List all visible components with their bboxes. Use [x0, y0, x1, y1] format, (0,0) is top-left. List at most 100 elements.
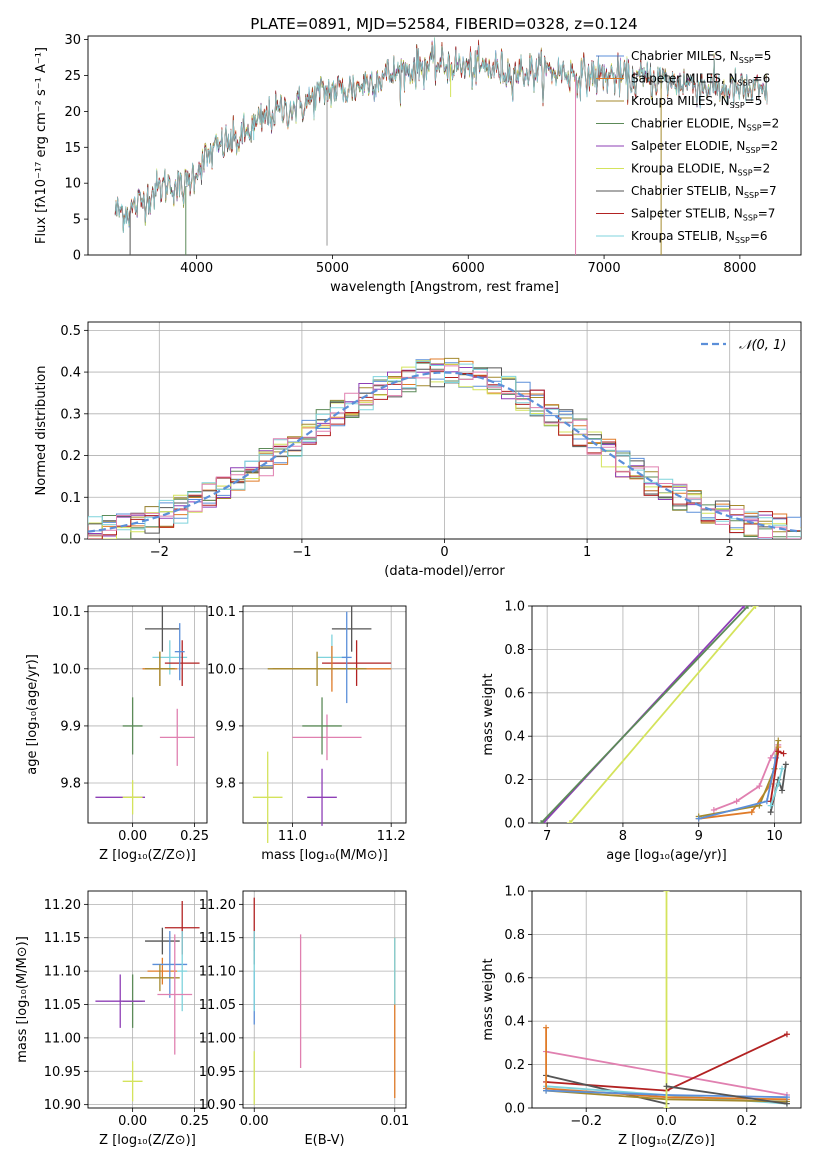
y-axis-label: mass weight — [481, 958, 496, 1040]
weight-marker — [538, 820, 545, 823]
axes-frame — [87, 321, 802, 540]
y-tick-label: 0.5 — [60, 324, 81, 339]
y-tick-label: 10.95 — [199, 1065, 236, 1080]
axes-frame — [87, 890, 208, 1109]
weight-line-6 — [698, 757, 777, 820]
y-tick-label: 10.90 — [199, 1098, 236, 1113]
x-tick-label: 0.01 — [380, 1114, 409, 1129]
weight-marker — [741, 606, 748, 609]
x-tick-label: 10 — [766, 829, 783, 844]
legend-label: Salpeter MILES, NSSP=6 — [631, 72, 770, 88]
weight-marker — [752, 606, 759, 609]
legend-label: Kroupa MILES, NSSP=5 — [631, 94, 762, 110]
spectrum-line-2 — [114, 39, 768, 232]
weight-marker — [663, 1083, 670, 1090]
weight-marker — [783, 1094, 790, 1101]
y-axis-label: Flux [fλ10⁻¹⁷ erg cm⁻² s⁻¹ A⁻¹] — [34, 47, 49, 244]
x-axis-label: E(B-V) — [304, 1133, 344, 1148]
x-tick-label: −1 — [292, 545, 311, 560]
x-tick-label: 0.2 — [736, 1114, 757, 1129]
y-tick-label: 9.8 — [215, 777, 236, 792]
x-tick-label: 11.0 — [278, 829, 307, 844]
x-tick-label: 1 — [583, 545, 591, 560]
legend-label: Salpeter STELIB, NSSP=7 — [631, 207, 775, 223]
weight-marker — [775, 780, 782, 787]
y-tick-label: 10.1 — [52, 605, 81, 620]
y-tick-label: 11.15 — [44, 931, 81, 946]
legend-label: Chabrier MILES, NSSP=5 — [631, 49, 771, 65]
x-tick-label: 4000 — [180, 261, 213, 276]
mass-vs-EBV-panel: 0.00 0.01 10.90 10.95 11.00 11.05 11.10 11.15 11… — [199, 890, 409, 1148]
age-vs-Z-panel: 0.00 0.25 9.8 9.9 10.0 10.1 Z [log₁₀(Z/Z⊙)] age… — [25, 605, 209, 863]
y-tick-label: 0.8 — [504, 643, 525, 658]
weight-line-8 — [666, 1085, 788, 1105]
weight-marker — [780, 750, 787, 757]
y-tick-label: 11.20 — [199, 898, 236, 913]
y-axis-label: age [log₁₀(age/yr)] — [25, 654, 40, 775]
weight-marker — [767, 754, 774, 761]
y-tick-label: 11.05 — [44, 998, 81, 1013]
weight-marker — [733, 798, 740, 805]
spectrum-line-3 — [114, 40, 768, 232]
figure-title: PLATE=0891, MJD=52584, FIBERID=0328, z=0… — [250, 15, 637, 33]
y-tick-label: 0.4 — [504, 730, 525, 745]
x-tick-label: 0.00 — [240, 1114, 269, 1129]
x-tick-label: 2 — [726, 545, 734, 560]
weight-marker — [710, 806, 717, 813]
y-tick-label: 10.0 — [207, 662, 236, 677]
residuals-panel: −2 −1 0 1 2 0.0 0.1 0.2 0.3 0.4 0.5 (data-model)/er… — [34, 321, 802, 579]
x-tick-label: 0.25 — [180, 1114, 209, 1129]
x-tick-label: 5000 — [316, 261, 349, 276]
y-tick-label: 5 — [73, 213, 81, 228]
y-tick-label: 25 — [64, 69, 81, 84]
y-tick-label: 0.8 — [504, 928, 525, 943]
spectrum-line-8 — [114, 37, 768, 233]
y-tick-label: 15 — [64, 141, 81, 156]
weight-line-5 — [698, 740, 780, 818]
y-tick-label: 0.4 — [504, 1015, 525, 1030]
x-tick-label: 9 — [695, 829, 703, 844]
x-axis-label: age [log₁₀(age/yr)] — [606, 848, 727, 863]
weight-vs-age-panel: 7 8 9 10 0.0 0.2 0.4 0.6 0.8 1.0 age [log₁₀(age/yr… — [481, 600, 802, 863]
axes-frame — [242, 605, 407, 824]
y-tick-label: 11.05 — [199, 998, 236, 1013]
x-tick-label: 0 — [440, 545, 448, 560]
y-axis-label: mass [log₁₀(M/M⊙)] — [15, 936, 30, 1063]
y-tick-label: 10.0 — [52, 662, 81, 677]
weight-marker — [783, 1031, 790, 1038]
panels: 4000 5000 6000 7000 8000051015202530waveleng… — [15, 33, 802, 1148]
weight-line-1 — [540, 606, 749, 823]
weight-line-2 — [569, 606, 757, 823]
y-tick-label: 0.0 — [60, 533, 81, 548]
weight-line-3 — [713, 744, 780, 811]
axes-frame — [242, 890, 407, 1109]
y-tick-label: 0.4 — [60, 366, 81, 381]
y-tick-label: 10.90 — [44, 1098, 81, 1113]
weight-marker — [695, 815, 702, 822]
y-tick-label: 11.10 — [199, 965, 236, 980]
y-tick-label: 10.95 — [44, 1065, 81, 1080]
x-tick-label: −2 — [150, 545, 169, 560]
x-axis-label: (data-model)/error — [384, 564, 505, 579]
spectrum-line-7 — [114, 39, 768, 229]
y-tick-label: 0.6 — [504, 971, 525, 986]
x-tick-label: 11.2 — [377, 829, 406, 844]
x-axis-label: mass [log₁₀(M/M⊙)] — [261, 848, 388, 863]
weight-marker — [663, 1105, 670, 1108]
y-tick-label: 11.00 — [199, 1031, 236, 1046]
y-tick-label: 0.2 — [504, 1058, 525, 1073]
x-tick-label: 0.00 — [118, 1114, 147, 1129]
spectrum-line-4 — [114, 40, 768, 228]
axes-frame — [531, 605, 802, 824]
y-tick-label: 30 — [64, 33, 81, 48]
weight-marker — [748, 809, 755, 816]
histogram-6 — [88, 367, 801, 539]
spectrum-panel: 4000 5000 6000 7000 8000 0 5 10 15 20 25 30 waveleng… — [34, 33, 802, 295]
y-tick-label: 1.0 — [504, 885, 525, 900]
weight-marker — [779, 765, 786, 772]
y-tick-label: 11.20 — [44, 898, 81, 913]
y-tick-label: 20 — [64, 105, 81, 120]
weight-marker — [744, 606, 751, 609]
legend-label: 𝒩(0, 1) — [739, 338, 786, 353]
weight-marker — [756, 783, 763, 790]
